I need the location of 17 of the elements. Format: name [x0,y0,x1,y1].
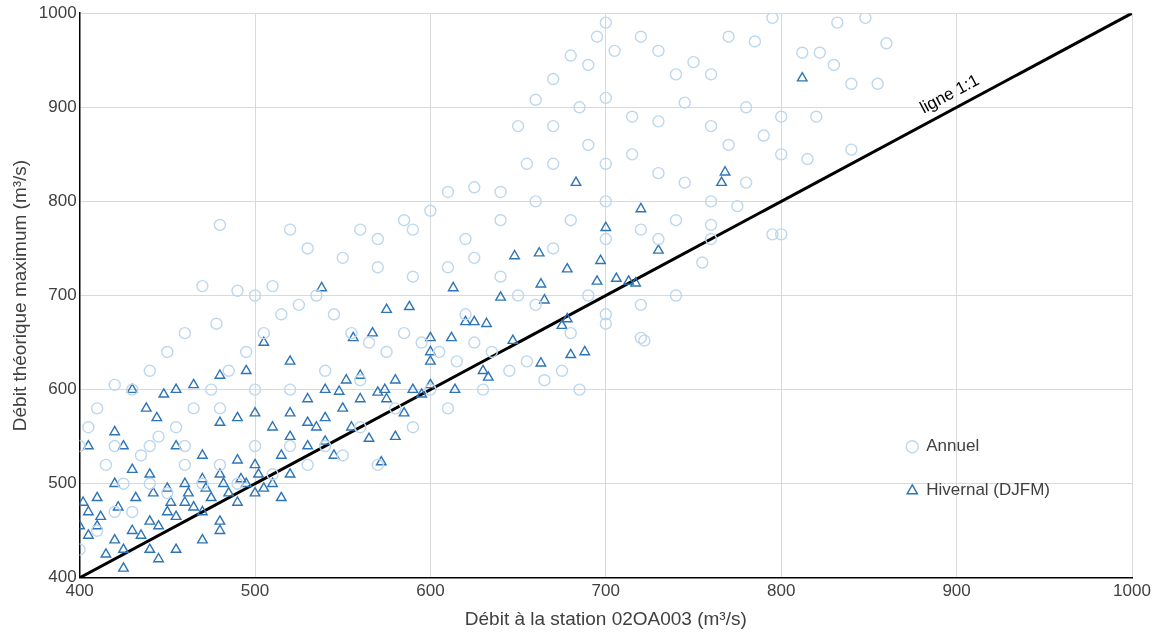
y-tick-label: 900 [48,96,77,116]
y-tick-label: 800 [48,191,77,211]
y-tick-label: 1000 [38,2,77,22]
y-tick-label: 700 [48,285,77,305]
x-axis-title: Débit à la station 02OA003 (m³/s) [464,607,747,629]
x-tick-label: 700 [591,580,620,600]
x-tick-label: 800 [767,580,796,600]
x-tick-label: 1000 [1113,580,1151,600]
x-tick-label: 900 [942,580,971,600]
y-tick-label: 600 [48,379,77,399]
y-axis-title: Débit théorique maximum (m³/s) [8,159,30,432]
legend-label: Hivernal (DJFM) [926,480,1051,500]
annotation: ligne 1:1 [916,70,983,118]
legend-label: Annuel [926,436,980,456]
y-tick-label: 500 [48,473,77,493]
x-tick-label: 500 [240,580,270,600]
x-tick-label: 600 [416,580,445,600]
